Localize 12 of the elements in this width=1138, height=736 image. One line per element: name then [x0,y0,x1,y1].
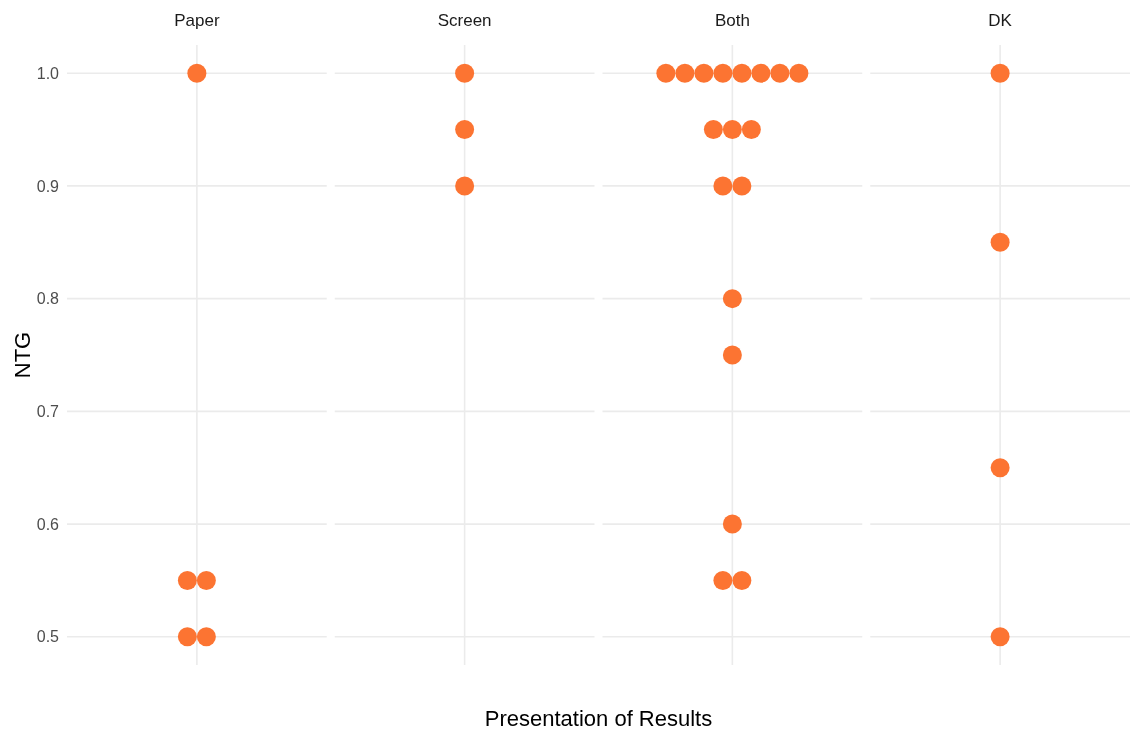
x-tick-label: Screen [437,11,492,30]
y-tick-label: 0.9 [36,177,60,195]
y-tick-label: 1.0 [36,64,60,82]
y-tick-label: 0.6 [36,515,60,533]
x-axis-title: Presentation of Results [484,706,713,731]
x-tick-label: DK [988,11,1013,30]
x-tick-label: Both [714,11,750,30]
y-axis-title: NTG [10,331,35,379]
x-tick-label: Paper [174,11,220,30]
y-tick-label: 0.5 [36,628,60,646]
y-tick-label: 0.7 [36,402,60,420]
y-tick-label: 0.8 [36,290,60,308]
